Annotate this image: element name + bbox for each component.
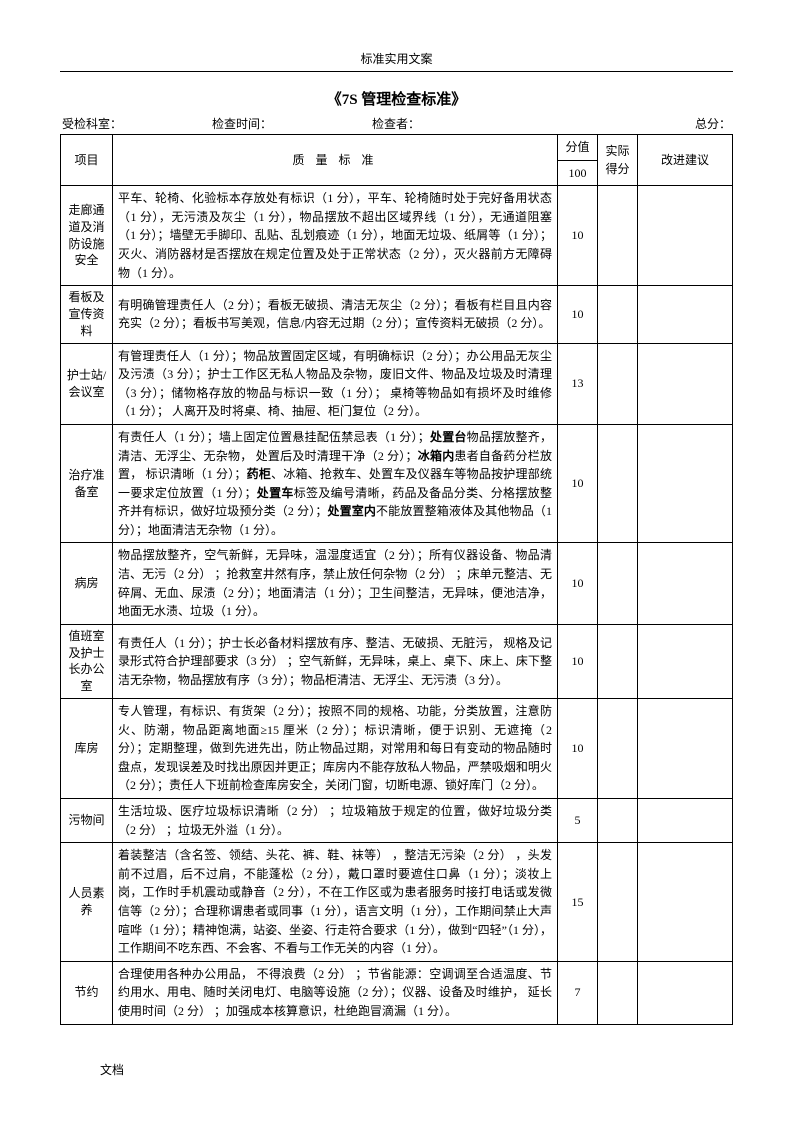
cell-actual-score <box>598 961 638 1024</box>
cell-suggestion <box>638 961 733 1024</box>
cell-actual-score <box>598 699 638 799</box>
table-row: 节约合理使用各种办公用品， 不得浪费（2 分） ；节省能源：空调调至合适温度、节… <box>61 961 733 1024</box>
meta-time-label: 检查时间： <box>212 115 372 132</box>
cell-standard: 有责任人（1 分）；墙上固定位置悬挂配伍禁忌表（1 分）；处置台物品摆放整齐， … <box>113 424 558 543</box>
table-row: 走廊通道及消防设施安全平车、轮椅、化验标本存放处有标识（1 分），平车、轮椅随时… <box>61 186 733 286</box>
cell-project: 值班室及护士长办公室 <box>61 624 113 698</box>
table-row: 护士站/会议室有管理责任人（1 分）；物品放置固定区域，有明确标识（2 分）；办… <box>61 343 733 424</box>
cell-actual-score <box>598 843 638 962</box>
cell-suggestion <box>638 699 733 799</box>
meta-row: 受检科室： 检查时间： 检查者： 总分： <box>60 115 733 132</box>
table-row: 污物间生活垃圾、医疗垃圾标识清晰（2 分） ；垃圾箱放于规定的位置，做好垃圾分类… <box>61 799 733 843</box>
cell-actual-score <box>598 424 638 543</box>
cell-actual-score <box>598 799 638 843</box>
cell-project: 污物间 <box>61 799 113 843</box>
cell-suggestion <box>638 843 733 962</box>
cell-actual-score <box>598 186 638 286</box>
cell-project: 病房 <box>61 543 113 624</box>
cell-score: 5 <box>558 799 598 843</box>
inspection-table: 项目 质 量 标 准 分值 实际得分 改进建议 100 走廊通道及消防设施安全平… <box>60 134 733 1025</box>
cell-standard: 有责任人（1 分）；护士长必备材料摆放有序、整洁、无破损、无脏污， 规格及记录形… <box>113 624 558 698</box>
cell-standard: 有管理责任人（1 分）；物品放置固定区域，有明确标识（2 分）；办公用品无灰尘及… <box>113 343 558 424</box>
cell-suggestion <box>638 424 733 543</box>
meta-total-label: 总分： <box>695 115 731 132</box>
cell-score: 13 <box>558 343 598 424</box>
cell-suggestion <box>638 186 733 286</box>
cell-score: 10 <box>558 624 598 698</box>
cell-project: 护士站/会议室 <box>61 343 113 424</box>
header-score: 分值 <box>558 135 598 161</box>
table-row: 病房物品摆放整齐，空气新鲜，无异味，温湿度适宜（2 分）；所有仪器设备、物品清洁… <box>61 543 733 624</box>
document-title: 《7S 管理检查标准》 <box>60 88 733 109</box>
cell-project: 治疗准备室 <box>61 424 113 543</box>
page-running-header: 标准实用文案 <box>60 50 733 67</box>
cell-score: 10 <box>558 424 598 543</box>
table-row: 库房专人管理，有标识、有货架（2 分）；按照不同的规格、功能，分类放置，注意防火… <box>61 699 733 799</box>
cell-suggestion <box>638 624 733 698</box>
cell-standard: 合理使用各种办公用品， 不得浪费（2 分） ；节省能源：空调调至合适温度、节约用… <box>113 961 558 1024</box>
header-score-total: 100 <box>558 160 598 186</box>
cell-score: 10 <box>558 186 598 286</box>
cell-suggestion <box>638 543 733 624</box>
header-project: 项目 <box>61 135 113 186</box>
cell-actual-score <box>598 343 638 424</box>
meta-checker-label: 检查者： <box>372 115 582 132</box>
cell-score: 10 <box>558 286 598 343</box>
page-footer: 文档 <box>100 1061 124 1078</box>
cell-suggestion <box>638 799 733 843</box>
cell-project: 库房 <box>61 699 113 799</box>
cell-suggestion <box>638 286 733 343</box>
table-row: 看板及宣传资料有明确管理责任人（2 分）；看板无破损、清洁无灰尘（2 分）；看板… <box>61 286 733 343</box>
cell-project: 人员素养 <box>61 843 113 962</box>
header-actual: 实际得分 <box>598 135 638 186</box>
meta-department-label: 受检科室： <box>62 115 212 132</box>
cell-standard: 物品摆放整齐，空气新鲜，无异味，温湿度适宜（2 分）；所有仪器设备、物品清洁、无… <box>113 543 558 624</box>
cell-actual-score <box>598 624 638 698</box>
cell-suggestion <box>638 343 733 424</box>
table-body: 走廊通道及消防设施安全平车、轮椅、化验标本存放处有标识（1 分），平车、轮椅随时… <box>61 186 733 1024</box>
cell-score: 10 <box>558 699 598 799</box>
cell-standard: 专人管理，有标识、有货架（2 分）；按照不同的规格、功能，分类放置，注意防火、防… <box>113 699 558 799</box>
cell-actual-score <box>598 286 638 343</box>
cell-score: 15 <box>558 843 598 962</box>
cell-standard: 生活垃圾、医疗垃圾标识清晰（2 分） ；垃圾箱放于规定的位置，做好垃圾分类（2 … <box>113 799 558 843</box>
cell-project: 走廊通道及消防设施安全 <box>61 186 113 286</box>
cell-actual-score <box>598 543 638 624</box>
cell-project: 看板及宣传资料 <box>61 286 113 343</box>
cell-standard: 有明确管理责任人（2 分）；看板无破损、清洁无灰尘（2 分）；看板有栏目且内容充… <box>113 286 558 343</box>
table-header-row-1: 项目 质 量 标 准 分值 实际得分 改进建议 <box>61 135 733 161</box>
table-row: 值班室及护士长办公室有责任人（1 分）；护士长必备材料摆放有序、整洁、无破损、无… <box>61 624 733 698</box>
table-row: 治疗准备室有责任人（1 分）；墙上固定位置悬挂配伍禁忌表（1 分）；处置台物品摆… <box>61 424 733 543</box>
cell-project: 节约 <box>61 961 113 1024</box>
header-suggest: 改进建议 <box>638 135 733 186</box>
cell-score: 10 <box>558 543 598 624</box>
cell-standard: 着装整洁（含名签、领结、头花、裤、鞋、袜等） ，整洁无污染（2 分） ，头发前不… <box>113 843 558 962</box>
table-row: 人员素养着装整洁（含名签、领结、头花、裤、鞋、袜等） ，整洁无污染（2 分） ，… <box>61 843 733 962</box>
cell-score: 7 <box>558 961 598 1024</box>
cell-standard: 平车、轮椅、化验标本存放处有标识（1 分），平车、轮椅随时处于完好备用状态（1 … <box>113 186 558 286</box>
header-standard: 质 量 标 准 <box>113 135 558 186</box>
header-divider <box>60 71 733 72</box>
